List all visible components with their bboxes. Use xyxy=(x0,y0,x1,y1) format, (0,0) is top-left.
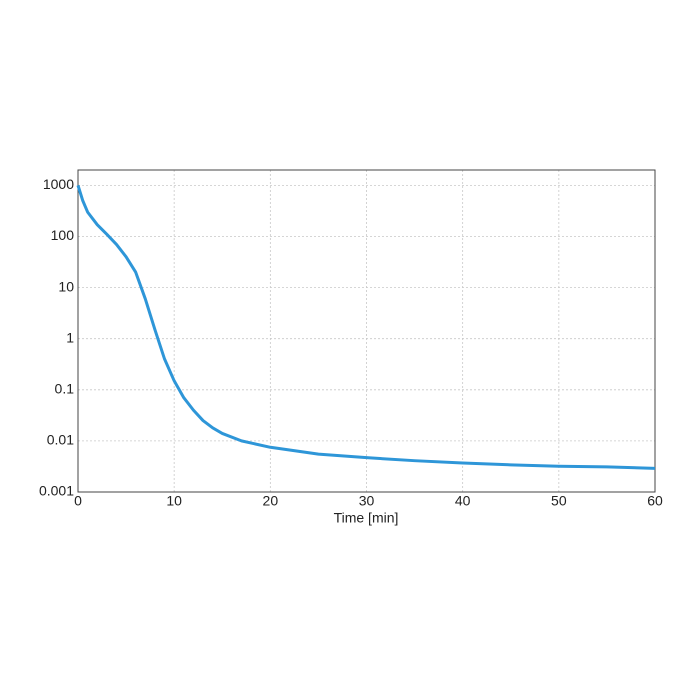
x-tick-label: 10 xyxy=(166,493,182,509)
plot-frame xyxy=(77,169,656,493)
y-tick-label: 0.01 xyxy=(47,432,74,448)
x-tick-label: 20 xyxy=(263,493,279,509)
y-tick-label: 10 xyxy=(58,278,74,294)
y-tick-label: 1000 xyxy=(43,176,74,192)
x-axis-label: Time [min] xyxy=(334,510,399,526)
x-tick-label: 30 xyxy=(359,493,375,509)
data-line xyxy=(76,184,656,470)
x-tick-label: 60 xyxy=(647,493,663,509)
x-tick-label: 0 xyxy=(74,493,82,509)
x-tick-label: 50 xyxy=(551,493,567,509)
y-tick-label: 1 xyxy=(66,329,74,345)
y-tick-label: 0.001 xyxy=(39,483,74,499)
x-tick-label: 40 xyxy=(455,493,471,509)
y-tick-label: 100 xyxy=(51,227,75,243)
y-tick-label: 0.1 xyxy=(55,380,75,396)
